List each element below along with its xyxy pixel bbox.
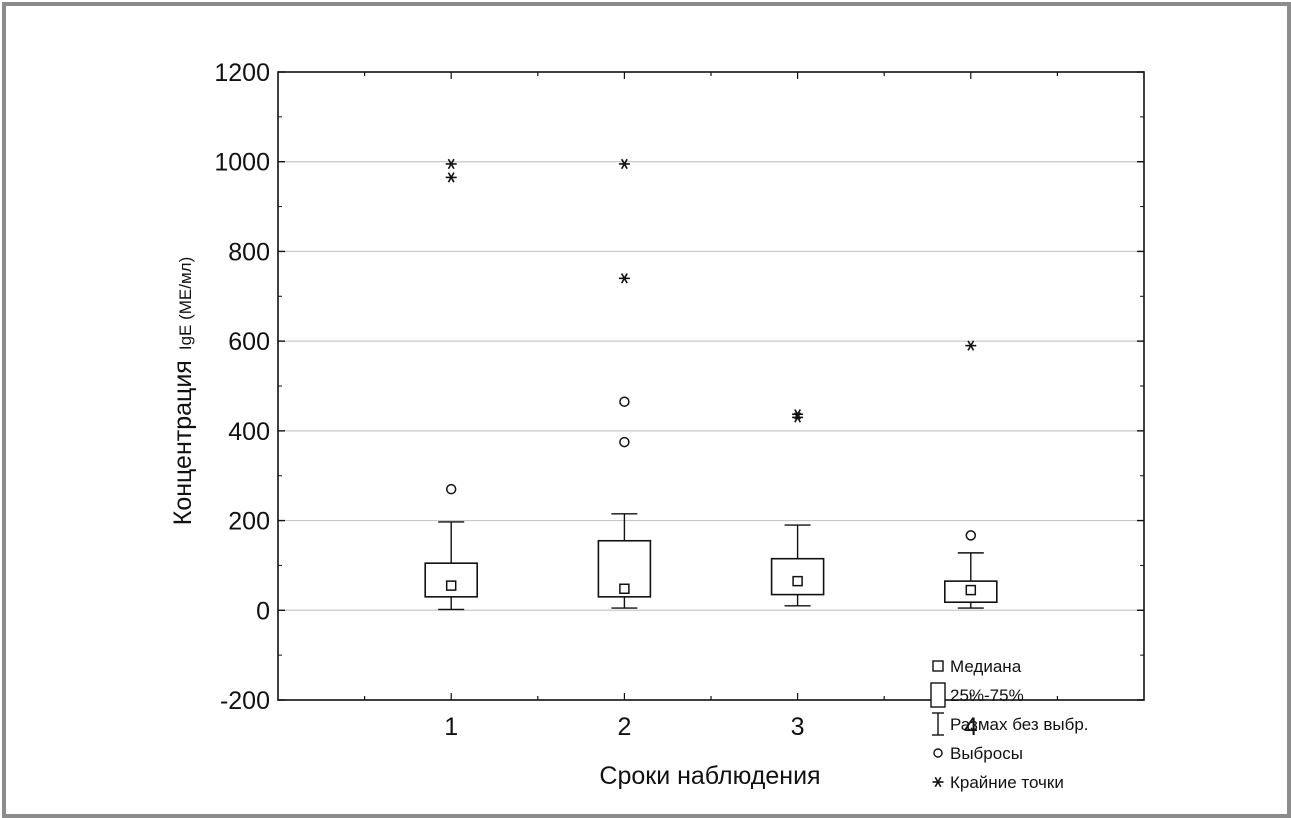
median-marker: [965, 584, 977, 596]
y-tick-label: 0: [256, 597, 270, 625]
legend-label: Медиана: [950, 657, 1022, 676]
box-plot-chart: -200 0 200 400 600 800 1000 1200 1 2 3 4 Медиана 25%…: [169, 59, 1145, 792]
legend-iqr-icon: [930, 682, 946, 708]
extreme-point: [965, 340, 977, 351]
y-tick-label: 1000: [214, 149, 270, 177]
legend-median-icon: [932, 660, 944, 672]
box-group: [597, 158, 652, 609]
legend-outlier-icon: [933, 748, 943, 758]
outlier-point: [619, 436, 630, 448]
legend-item-outlier: Выбросы: [933, 744, 1023, 763]
y-tick-label: -200: [220, 687, 270, 715]
y-tick-label: 400: [228, 418, 270, 446]
outlier-point: [619, 396, 630, 407]
extreme-point: [445, 158, 457, 170]
x-axis-title: Сроки наблюдения: [599, 762, 820, 790]
median-marker: [619, 583, 630, 595]
y-axis-title-sub: IgE (МЕ/мл): [176, 257, 195, 350]
y-tick-label: 200: [228, 508, 270, 536]
extreme-stroke: [967, 340, 975, 351]
extreme-point: [792, 412, 804, 423]
median-marker: [792, 575, 803, 587]
legend-label: 25%-75%: [950, 686, 1024, 705]
grid-layer: [278, 161, 1144, 611]
legend-label: Размах без выбр.: [950, 715, 1089, 734]
outlier-point: [445, 483, 457, 495]
x-tick-label: 4: [964, 713, 978, 741]
legend-item-range: Размах без выбр.: [932, 712, 1089, 736]
plot-frame: [277, 71, 1145, 701]
legend-item-extreme: Крайние точки: [932, 773, 1064, 792]
extreme-stroke: [620, 273, 628, 284]
legend-label: Выбросы: [950, 744, 1023, 763]
legend-label: Крайние точки: [950, 773, 1064, 792]
y-axis-title-group: Концентрация IgE (МЕ/мл): [169, 257, 197, 526]
box-layer: [424, 158, 998, 611]
extreme-stroke: [447, 158, 455, 170]
x-tick-label: 3: [791, 713, 805, 741]
outlier-point: [965, 530, 977, 541]
y-axis-title: Концентрация IgE (МЕ/мл): [169, 257, 197, 526]
y-tick-label: 1200: [214, 59, 270, 87]
median-marker: [445, 580, 457, 591]
legend-item-median: Медиана: [932, 657, 1022, 676]
box-group: [770, 409, 825, 607]
x-tick-label: 2: [617, 713, 631, 741]
extreme-stroke: [447, 172, 455, 183]
extreme-point: [618, 273, 630, 284]
axis-layer: -200 0 200 400 600 800 1000 1200 1 2 3 4: [214, 59, 1145, 741]
extreme-point: [618, 158, 630, 170]
legend-item-iqr: 25%-75%: [930, 682, 1024, 708]
legend-extreme-icon: [932, 776, 944, 788]
y-axis-title-main: Концентрация: [169, 360, 197, 525]
box-group: [424, 158, 479, 611]
extreme-stroke: [620, 158, 628, 170]
extreme-point: [445, 172, 457, 183]
legend: Медиана 25%-75% Размах без выбр. Выбросы Кра…: [930, 657, 1089, 792]
extreme-stroke: [794, 412, 802, 423]
iqr-box: [424, 562, 479, 598]
y-tick-label: 800: [228, 238, 270, 266]
extreme-stroke: [934, 776, 942, 788]
x-tick-label: 1: [444, 713, 458, 741]
y-tick-label: 600: [228, 328, 270, 356]
box-group: [943, 340, 998, 609]
